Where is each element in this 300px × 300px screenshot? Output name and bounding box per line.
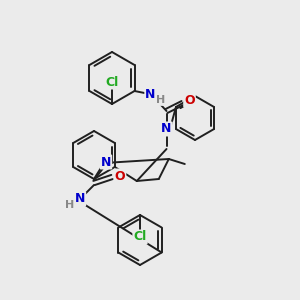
Text: O: O xyxy=(184,94,195,106)
Text: N: N xyxy=(145,88,156,101)
Text: Cl: Cl xyxy=(105,76,119,88)
Text: Cl: Cl xyxy=(134,230,147,244)
Text: N: N xyxy=(161,122,172,136)
Text: O: O xyxy=(115,169,125,182)
Text: H: H xyxy=(156,95,165,105)
Text: N: N xyxy=(75,193,85,206)
Text: H: H xyxy=(65,200,75,210)
Text: N: N xyxy=(101,155,111,169)
